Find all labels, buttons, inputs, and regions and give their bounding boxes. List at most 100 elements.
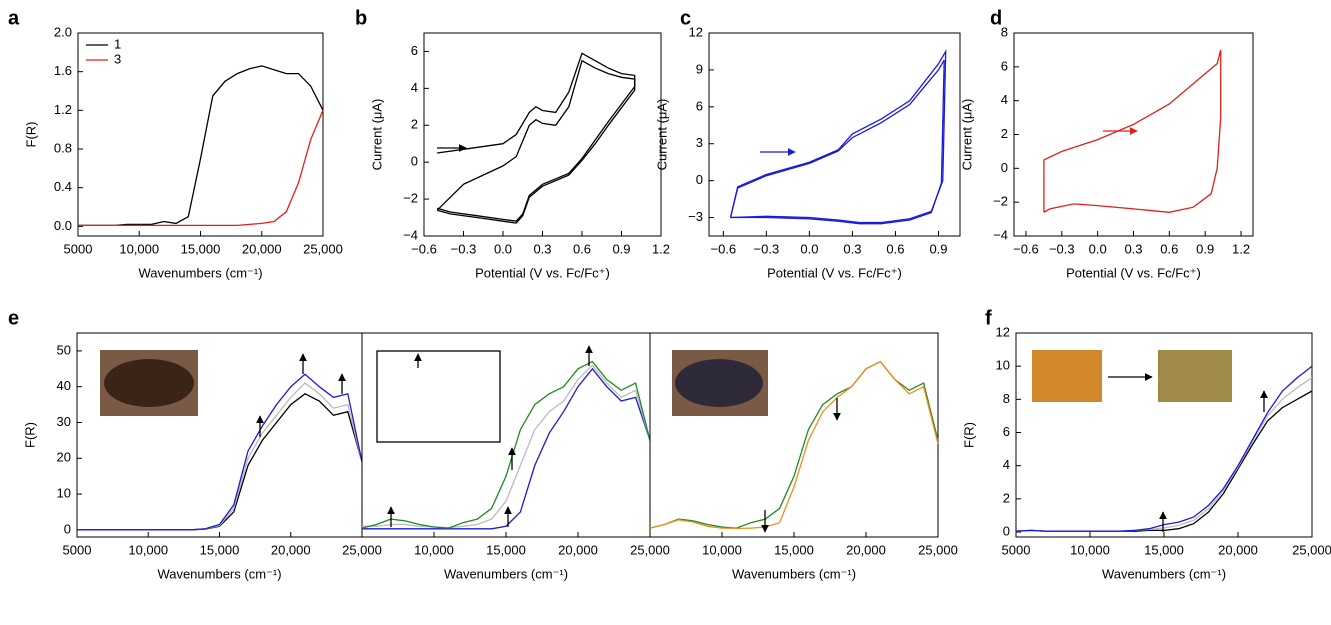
data-line <box>362 367 651 530</box>
data-line <box>1015 365 1313 532</box>
y-tick-label: 0 <box>64 521 71 536</box>
x-tick-label: −0.3 <box>1049 241 1075 256</box>
x-tick-label: 20,000 <box>271 542 311 557</box>
x-tick-label: −0.6 <box>411 241 437 256</box>
y-tick-label: 10 <box>57 485 71 500</box>
x-tick-label: 0.9 <box>1196 241 1214 256</box>
x-tick-label: 5000 <box>63 542 92 557</box>
zoom-inset <box>376 350 501 443</box>
panel-letter: e <box>8 307 19 329</box>
panel-letter: d <box>990 7 1002 29</box>
x-tick-label: 0.9 <box>929 241 947 256</box>
y-tick-label: 1.2 <box>54 102 72 117</box>
y-tick-label: 30 <box>57 414 71 429</box>
x-axis-label: Wavenumbers (cm⁻¹) <box>157 566 281 581</box>
x-tick-label: 1.2 <box>1232 241 1250 256</box>
photo-inset <box>1158 350 1232 402</box>
y-tick-label: 9 <box>696 61 703 76</box>
x-tick-label: 0.6 <box>886 241 904 256</box>
y-axis-label: Current (μA) <box>654 99 669 171</box>
x-tick-label: 25,000 <box>630 542 670 557</box>
y-tick-label: 2.0 <box>54 24 72 39</box>
data-line <box>649 360 939 530</box>
y-tick-label: 40 <box>57 378 71 393</box>
y-tick-label: 0.0 <box>54 218 72 233</box>
y-tick-label: 0 <box>1001 160 1008 175</box>
panel-letter: b <box>355 7 367 29</box>
data-line <box>362 364 651 529</box>
x-tick-label: 0.9 <box>612 241 630 256</box>
photo-sample <box>104 359 194 407</box>
y-tick-label: 50 <box>57 342 71 357</box>
x-tick-label: 0.3 <box>533 241 551 256</box>
y-tick-label: 12 <box>996 324 1010 339</box>
y-tick-label: 4 <box>1003 457 1010 472</box>
x-tick-label: −0.3 <box>451 241 477 256</box>
x-tick-label: 15,000 <box>200 542 240 557</box>
x-tick-label: 10,000 <box>128 542 168 557</box>
x-tick-label: 10,000 <box>702 542 742 557</box>
y-axis-label: F(R) <box>22 422 37 448</box>
y-tick-label: 10 <box>996 358 1010 373</box>
data-line <box>729 59 945 225</box>
y-tick-label: 0 <box>696 172 703 187</box>
x-tick-label: −0.3 <box>754 241 780 256</box>
y-tick-label: 2 <box>411 117 418 132</box>
x-axis-label: Potential (V vs. Fc/Fc⁺) <box>767 265 902 280</box>
x-tick-label: 25,000 <box>1292 542 1331 557</box>
x-tick-label: 0.0 <box>1089 241 1107 256</box>
y-tick-label: 3 <box>696 135 703 150</box>
x-tick-label: 10,000 <box>119 241 159 256</box>
y-tick-label: 0 <box>411 154 418 169</box>
x-tick-label: 25,000 <box>342 542 382 557</box>
x-tick-label: 20,000 <box>242 241 282 256</box>
x-tick-label: 0.0 <box>494 241 512 256</box>
y-tick-label: 0.4 <box>54 179 72 194</box>
y-tick-label: 2 <box>1001 126 1008 141</box>
panel-letter: a <box>8 7 20 29</box>
y-tick-label: −2 <box>993 194 1008 209</box>
data-line <box>1043 49 1222 213</box>
y-tick-label: 0 <box>1003 523 1010 538</box>
x-tick-label: −0.6 <box>711 241 737 256</box>
x-tick-label: 0.0 <box>800 241 818 256</box>
panel-letter: c <box>680 7 691 29</box>
x-axis-label: Wavenumbers (cm⁻¹) <box>1102 566 1226 581</box>
x-tick-label: 5000 <box>64 241 93 256</box>
y-axis-label: Current (μA) <box>959 99 974 171</box>
data-line <box>78 65 324 227</box>
data-line <box>729 49 947 224</box>
panel-letter: f <box>985 307 992 329</box>
x-tick-label: −0.6 <box>1013 241 1039 256</box>
x-tick-label: 15,000 <box>774 542 814 557</box>
y-axis-label: F(R) <box>961 422 976 448</box>
y-axis-label: Current (μA) <box>369 99 384 171</box>
y-tick-label: 20 <box>57 450 71 465</box>
y-tick-label: 2 <box>1003 490 1010 505</box>
y-tick-label: 6 <box>1003 424 1010 439</box>
photo-sample <box>675 359 763 407</box>
x-axis-label: Wavenumbers (cm⁻¹) <box>732 566 856 581</box>
y-tick-label: 1.6 <box>54 63 72 78</box>
y-tick-label: 6 <box>411 43 418 58</box>
x-axis-label: Potential (V vs. Fc/Fc⁺) <box>1066 265 1201 280</box>
x-tick-label: 15,000 <box>486 542 526 557</box>
x-tick-label: 20,000 <box>846 542 886 557</box>
data-line <box>77 373 363 531</box>
y-tick-label: 12 <box>689 24 703 39</box>
x-tick-label: 0.6 <box>573 241 591 256</box>
y-tick-label: 4 <box>1001 92 1008 107</box>
x-tick-label: 0.6 <box>1160 241 1178 256</box>
x-tick-label: 1.2 <box>652 241 670 256</box>
x-tick-label: 15,000 <box>1144 542 1184 557</box>
y-axis-label: F(R) <box>23 122 38 148</box>
y-tick-label: −2 <box>403 191 418 206</box>
axes-frame <box>708 32 961 237</box>
x-axis-label: Wavenumbers (cm⁻¹) <box>444 566 568 581</box>
y-tick-label: −4 <box>993 227 1008 242</box>
axes-frame <box>423 32 662 237</box>
y-tick-label: 6 <box>1001 58 1008 73</box>
x-tick-label: 25,000 <box>918 542 958 557</box>
